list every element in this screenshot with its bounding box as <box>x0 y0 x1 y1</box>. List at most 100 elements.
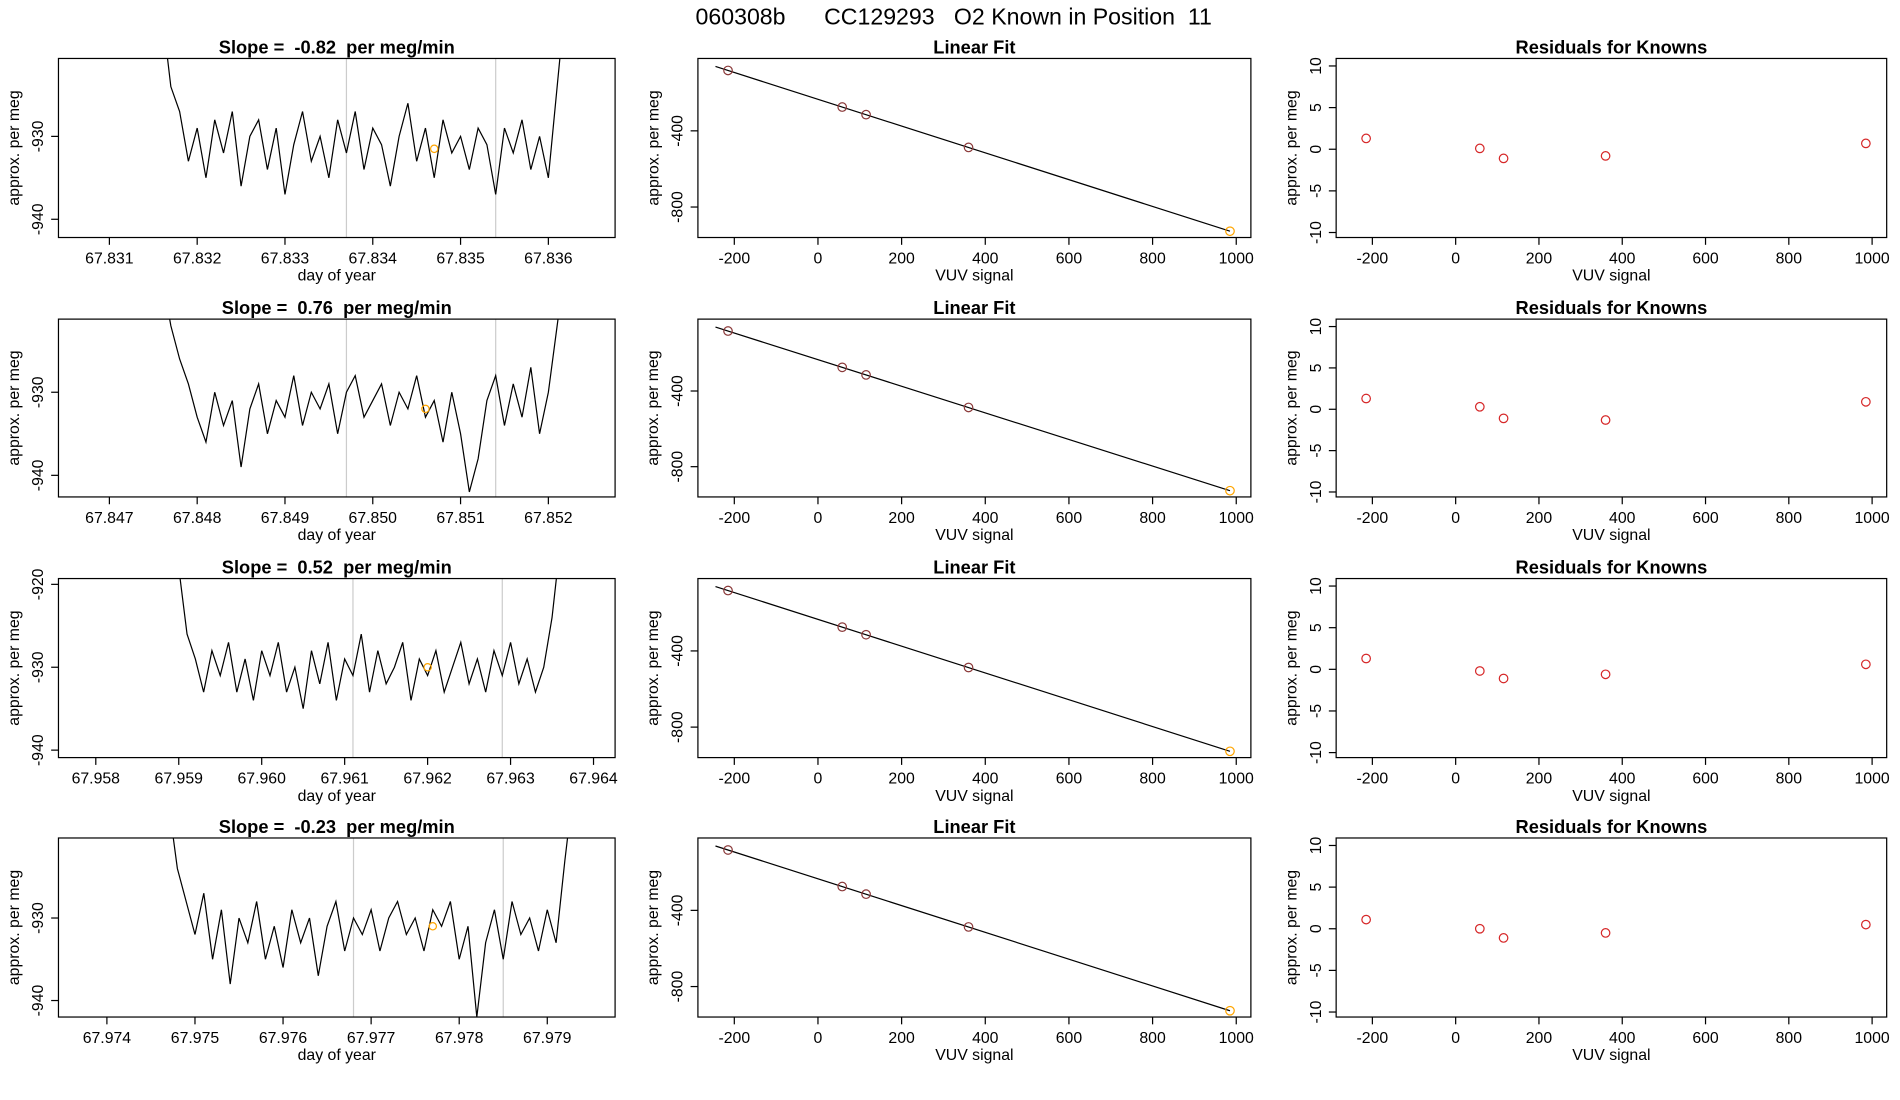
x-tick-label: 600 <box>1056 1030 1083 1047</box>
plot-area <box>715 585 1235 757</box>
plot-frame <box>1335 577 1888 759</box>
y-tick-label: 5 <box>1308 883 1325 892</box>
y-tick-label: 5 <box>1308 363 1325 372</box>
scatter-point <box>1474 666 1485 676</box>
y-axis-label: approx. per meg <box>6 350 23 465</box>
x-tick-label: -200 <box>718 251 750 268</box>
x-tick-label: 0 <box>1451 1030 1460 1047</box>
x-tick-label: 400 <box>972 771 999 788</box>
x-tick-label: 600 <box>1692 251 1719 268</box>
x-tick-label: 200 <box>1526 1030 1553 1047</box>
x-axis-label: VUV signal <box>935 1047 1013 1064</box>
x-tick-label: 0 <box>1451 771 1460 788</box>
plot-area <box>1361 914 1871 943</box>
x-axis-label: day of year <box>298 527 377 544</box>
panel-title: Linear Fit <box>933 557 1015 578</box>
x-axis-label: day of year <box>298 1047 377 1064</box>
figure-root: 060308b CC129293 O2 Known in Position 11… <box>6 3 1890 1064</box>
scatter-point <box>1600 669 1611 680</box>
y-axis-label: approx. per meg <box>6 610 23 725</box>
x-axis-label: day of year <box>298 268 377 285</box>
y-tick-label: -400 <box>670 115 687 147</box>
x-tick-label: -200 <box>718 510 750 527</box>
x-tick-label: 67.848 <box>173 510 222 527</box>
scatter-point <box>723 585 733 596</box>
x-tick-label: 67.832 <box>173 251 221 268</box>
plot-frame <box>697 577 1252 759</box>
x-tick-label: 800 <box>1139 251 1166 268</box>
scatter-point <box>1860 919 1871 930</box>
x-tick-label: 0 <box>1451 510 1460 527</box>
scatter-point <box>1498 933 1509 943</box>
x-tick-label: 200 <box>888 510 915 527</box>
y-tick-label: -400 <box>670 635 687 667</box>
x-tick-label: 400 <box>972 510 999 527</box>
x-tick-label: 200 <box>1526 251 1553 268</box>
data-line <box>172 837 569 1018</box>
y-tick-label: -940 <box>30 203 47 235</box>
x-tick-label: 200 <box>888 1030 915 1047</box>
scatter-point <box>1225 746 1235 757</box>
plot-frame <box>57 318 616 498</box>
y-tick-label: 0 <box>1308 924 1325 933</box>
data-line <box>179 578 557 709</box>
x-tick-label: 800 <box>1776 771 1803 788</box>
y-tick-label: -400 <box>670 894 687 926</box>
plot-area <box>179 578 557 758</box>
plot-area <box>715 326 1235 496</box>
y-tick-label: -5 <box>1308 184 1325 198</box>
y-axis-label: approx. per meg <box>1283 350 1300 465</box>
x-tick-label: 67.963 <box>486 771 535 788</box>
x-axis-label: VUV signal <box>1572 788 1650 805</box>
plot-frame <box>57 837 616 1018</box>
y-tick-label: -940 <box>30 459 47 491</box>
plot-area <box>172 837 569 1018</box>
x-tick-label: 67.959 <box>155 771 204 788</box>
panel: Residuals for Knowns-200 0 200 400 600 800 100… <box>1283 816 1889 1064</box>
x-tick-label: 67.979 <box>523 1030 572 1047</box>
y-axis-label: approx. per meg <box>645 610 662 725</box>
scatter-point <box>1860 659 1871 670</box>
data-line <box>166 58 561 195</box>
x-tick-label: 400 <box>1609 510 1636 527</box>
plot-area <box>1361 393 1871 425</box>
data-line <box>169 319 559 493</box>
y-axis-label: approx. per meg <box>645 350 662 465</box>
panel-title: Slope = 0.52 per meg/min <box>222 557 452 578</box>
panel-title: Slope = -0.82 per meg/min <box>219 37 455 58</box>
x-tick-label: 600 <box>1692 510 1719 527</box>
panel-title: Slope = 0.76 per meg/min <box>222 297 452 318</box>
y-tick-label: -5 <box>1308 443 1325 457</box>
x-tick-label: 800 <box>1776 251 1803 268</box>
x-axis-label: VUV signal <box>935 788 1013 805</box>
x-tick-label: 67.961 <box>320 771 369 788</box>
x-axis-label: VUV signal <box>935 268 1013 285</box>
scatter-point <box>963 142 974 153</box>
x-tick-label: 0 <box>1451 251 1460 268</box>
y-tick-label: -930 <box>30 902 47 934</box>
scatter-point <box>1474 401 1485 412</box>
x-tick-label: 67.974 <box>83 1030 132 1047</box>
x-tick-label: 1000 <box>1219 510 1254 527</box>
y-tick-label: -400 <box>670 375 687 407</box>
x-axis-label: VUV signal <box>1572 268 1650 285</box>
panel-title: Residuals for Knowns <box>1516 37 1708 58</box>
scatter-point <box>1225 1005 1235 1016</box>
y-tick-label: 10 <box>1308 577 1325 595</box>
y-axis-label: approx. per meg <box>645 870 662 985</box>
x-tick-label: 800 <box>1139 1030 1166 1047</box>
highlight-point <box>421 404 430 414</box>
panel-title: Linear Fit <box>933 37 1015 58</box>
x-tick-label: -200 <box>1357 1030 1389 1047</box>
x-tick-label: 600 <box>1692 771 1719 788</box>
x-tick-label: 800 <box>1776 510 1803 527</box>
x-tick-label: 1000 <box>1219 771 1254 788</box>
panel-title: Residuals for Knowns <box>1516 816 1708 837</box>
plot-frame <box>697 57 1252 239</box>
y-tick-label: 10 <box>1308 57 1325 75</box>
plot-area <box>715 65 1235 237</box>
x-tick-label: 400 <box>972 1030 999 1047</box>
x-tick-label: 600 <box>1056 771 1083 788</box>
